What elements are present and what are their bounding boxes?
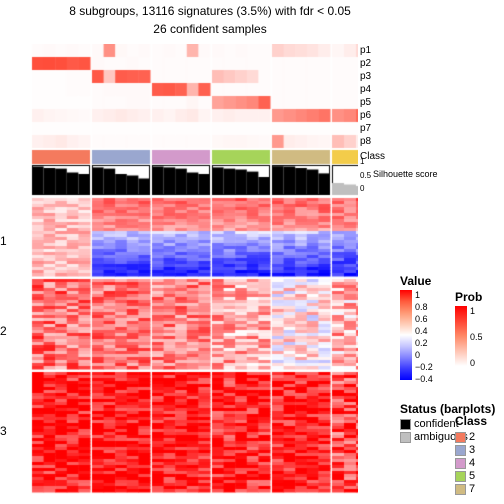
prob-label-p3: p3 (360, 70, 390, 83)
prob-label-p5: p5 (360, 96, 390, 109)
prob-row-labels: p1p2p3p4p5p6p7p8 Class (360, 44, 390, 163)
prob-label-class: Class (360, 150, 390, 163)
prob-label-p2: p2 (360, 57, 390, 70)
legend-prob-title: Prob (455, 290, 500, 304)
main-plot-area (18, 44, 358, 494)
silhouette-label: Silhouette score (373, 170, 438, 179)
title-line-1: 8 subgroups, 13116 signatures (3.5%) wit… (40, 4, 380, 20)
legend-class-title: Class (455, 414, 500, 428)
prob-label-p8: p8 (360, 135, 390, 148)
silh-tick-1: 1 (360, 158, 364, 166)
legends: Value 10.80.60.40.20−0.2−0.4 Prob 10.50 … (400, 272, 500, 496)
prob-label-p4: p4 (360, 83, 390, 96)
prob-label-p7: p7 (360, 122, 390, 135)
row-group-3-label: 3 (0, 424, 7, 438)
silh-tick-0: 0 (360, 185, 364, 193)
row-group-1-label: 1 (0, 234, 7, 248)
legend-value-title: Value (400, 274, 500, 288)
row-group-2-label: 2 (0, 324, 7, 338)
heatmap-row-group-axis: 1 2 3 (0, 174, 14, 494)
title-line-2: 26 confident samples (40, 22, 380, 38)
silh-tick-05: 0.5 (360, 172, 371, 180)
legend-class-items: 23457 (455, 430, 500, 496)
legend-prob-gradient (455, 306, 467, 366)
heatmap-canvas (18, 44, 358, 494)
legend-value-gradient (400, 290, 412, 380)
prob-label-p1: p1 (360, 44, 390, 57)
prob-label-p6: p6 (360, 109, 390, 122)
